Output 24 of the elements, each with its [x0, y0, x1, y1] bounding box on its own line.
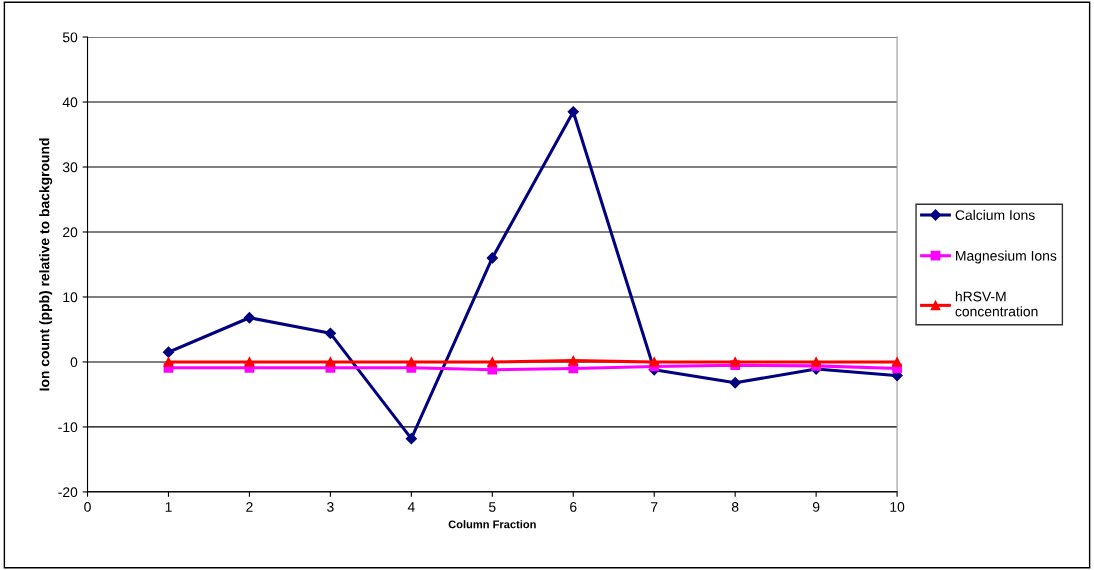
x-tick-label: 2: [246, 502, 253, 512]
x-tick-label: 7: [651, 502, 658, 512]
y-tick-label: 30: [62, 162, 78, 173]
x-tick-label: 10: [890, 502, 905, 512]
legend-label: Magnesium Ions: [956, 250, 1057, 264]
x-tick-label: 4: [407, 502, 415, 512]
x-tick-label: 0: [84, 502, 91, 512]
y-tick-label: 40: [62, 97, 78, 108]
y-tick-label: 20: [63, 227, 78, 238]
x-axis-title: Column Fraction: [448, 520, 536, 529]
y-tick-label: -20: [58, 487, 78, 498]
x-tick-label: 8: [731, 502, 739, 512]
y-axis-title: Ion count (ppb) relative to background: [39, 138, 53, 391]
y-tick-label: -10: [58, 422, 78, 433]
y-tick-label: 10: [63, 292, 78, 303]
y-tick-label: 0: [70, 357, 78, 368]
x-tick-label: 1: [165, 502, 172, 512]
x-tick-label: 6: [570, 502, 577, 512]
x-tick-label: 3: [327, 502, 334, 512]
x-tick-label: 5: [488, 502, 496, 512]
legend-label: Calcium Ions: [955, 209, 1035, 220]
y-tick-label: 50: [62, 32, 78, 43]
legend-label: hRSV-M concentration: [955, 291, 1038, 317]
x-tick-label: 9: [812, 502, 820, 512]
